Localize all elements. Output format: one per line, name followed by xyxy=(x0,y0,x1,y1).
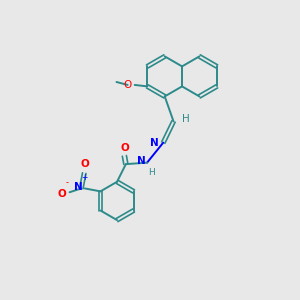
Text: N: N xyxy=(150,138,159,148)
Text: +: + xyxy=(82,173,88,182)
Text: H: H xyxy=(182,114,190,124)
Text: N: N xyxy=(137,156,146,166)
Text: O: O xyxy=(80,159,89,169)
Text: O: O xyxy=(123,80,131,90)
Text: O: O xyxy=(120,143,129,153)
Text: N: N xyxy=(74,182,83,192)
Text: -: - xyxy=(66,178,69,187)
Text: O: O xyxy=(57,189,66,199)
Text: H: H xyxy=(148,168,155,177)
